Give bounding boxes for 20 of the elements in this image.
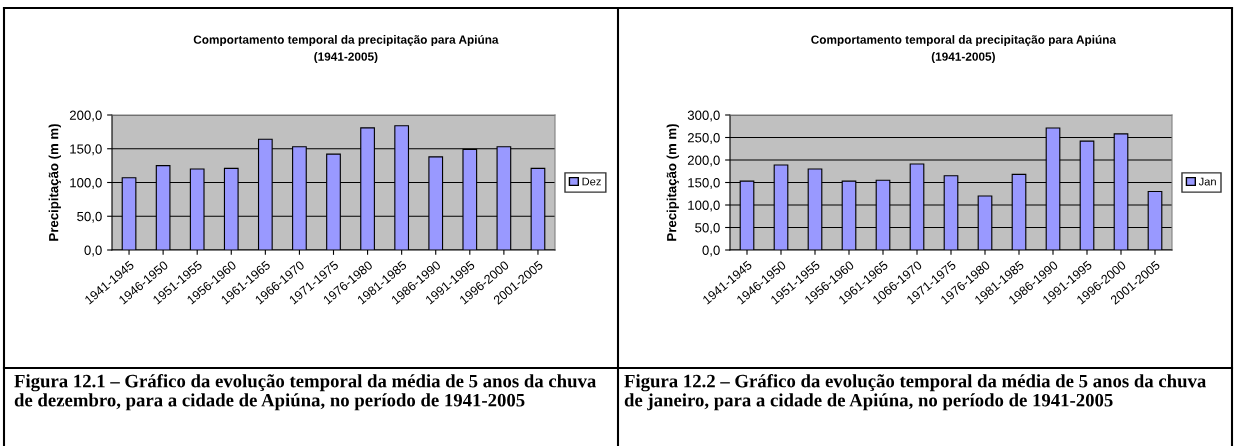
y-tick-label: 0,0 xyxy=(702,245,720,257)
y-tick-label: 50,0 xyxy=(77,211,102,223)
y-tick-label: 100,0 xyxy=(70,178,102,189)
chart-title: Comportamento temporal da precipitação para Apiúna (1941-2005) xyxy=(193,35,499,64)
y-axis-title: Precipitação (m m) xyxy=(666,124,679,241)
y-tick-label: 200,0 xyxy=(687,155,720,167)
y-tick-label: 50,0 xyxy=(695,223,720,234)
text: Figura 12.2 – Gráfico da evolução temporal da média de 5 anos da chuva de janeiro, para a cidade de Apiúna, no período de 1941-2005 xyxy=(624,374,1206,411)
y-tick-label: 200,0 xyxy=(69,110,102,122)
legend-label: Dez xyxy=(582,177,601,186)
y-tick-label: 100,0 xyxy=(688,200,720,212)
chart-title: Comportamento temporal da precipitação para Apiúna (1941-2005) xyxy=(811,35,1117,64)
y-tick-label: 0,0 xyxy=(84,245,102,257)
text: Figura 12.1 – Gráfico da evolução temporal da média de 5 anos da chuva de dezembro, para a cidade de Apiúna, no período de 1941-2005 xyxy=(14,374,596,411)
legend-label: Jan xyxy=(1198,177,1216,186)
y-tick-label: 150,0 xyxy=(688,178,720,189)
y-tick-label: 300,0 xyxy=(687,110,720,122)
y-tick-label: 250,0 xyxy=(687,133,720,144)
y-tick-label: 150,0 xyxy=(70,144,102,156)
y-axis-title: Precipitação (m m) xyxy=(48,124,61,241)
